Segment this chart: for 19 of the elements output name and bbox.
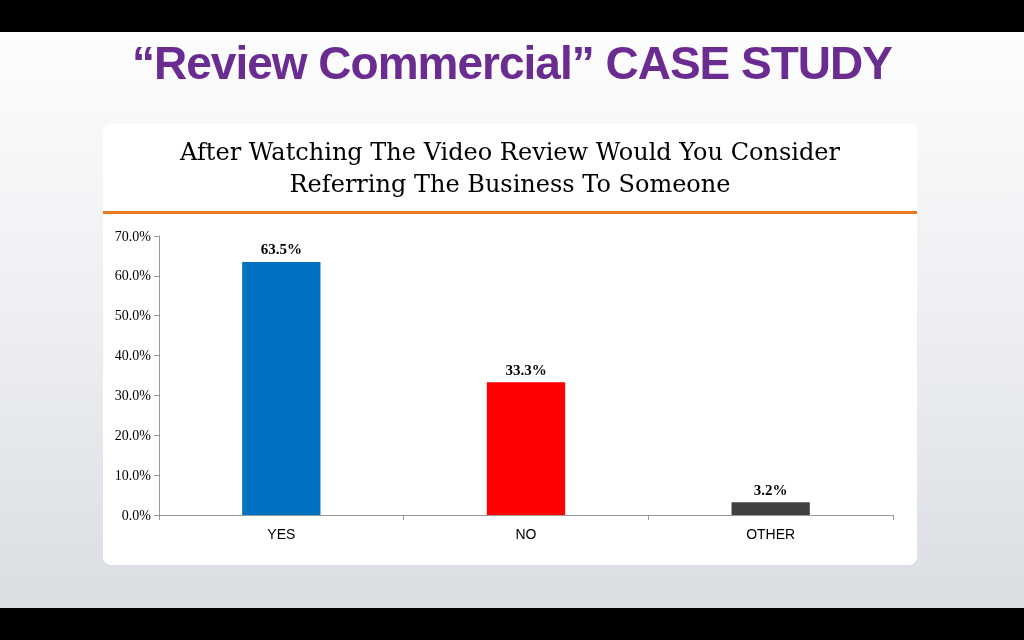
- y-tick-label: 20.0%: [114, 427, 152, 443]
- y-tick-label: 50.0%: [114, 308, 152, 324]
- y-tick-label: 10.0%: [114, 467, 152, 483]
- y-tick-label: 60.0%: [114, 268, 152, 284]
- bar: [486, 382, 566, 515]
- data-label: 63.5%: [260, 241, 302, 258]
- x-tick-label: YES: [267, 526, 296, 542]
- y-tick-label: 40.0%: [114, 348, 152, 364]
- y-tick-label: 70.0%: [114, 228, 152, 244]
- data-label: 33.3%: [505, 361, 547, 378]
- y-tick-label: 30.0%: [114, 387, 152, 403]
- bar: [242, 261, 321, 515]
- chart-subtitle: After Watching The Video Review Would You Consider Referring The Business To Someone: [179, 137, 841, 200]
- chart-title: “Review Commercial” CASE STUDY: [131, 36, 893, 90]
- x-tick-label: NO: [515, 526, 537, 542]
- data-label: 3.2%: [753, 481, 788, 498]
- x-tick-label: OTHER: [746, 526, 796, 542]
- y-tick-label: 0.0%: [121, 507, 152, 523]
- bar: [731, 502, 810, 515]
